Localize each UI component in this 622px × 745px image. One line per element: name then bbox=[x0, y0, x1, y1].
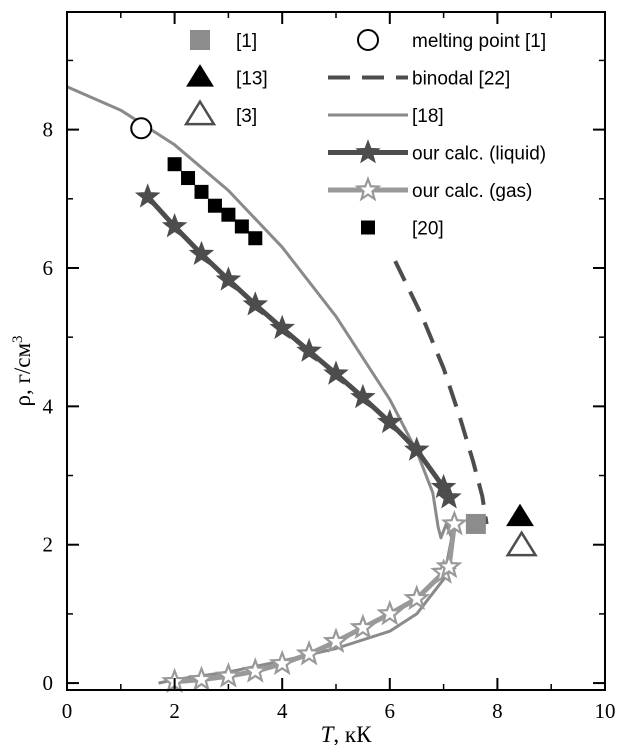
x-tick-label: 6 bbox=[385, 699, 396, 723]
data-point-our-calc-liquid-7 bbox=[323, 360, 349, 385]
data-point-our-calc-liquid-11 bbox=[430, 473, 457, 499]
x-tick-label: 4 bbox=[277, 699, 288, 723]
legend-label-binodal-22: binodal [22] bbox=[412, 69, 510, 90]
data-point-20-2 bbox=[194, 184, 209, 199]
data-point-our-calc-gas-11 bbox=[435, 552, 463, 579]
legend-label-melting-point-1: melting point [1] bbox=[412, 31, 546, 52]
x-tick-label: 8 bbox=[492, 699, 503, 723]
data-point-our-calc-gas-9 bbox=[403, 584, 431, 611]
data-point-our-calc-gas-5 bbox=[295, 639, 323, 666]
y-axis-superscript: 3 bbox=[10, 335, 26, 343]
x-tick-label: 10 bbox=[595, 699, 616, 723]
series-1 bbox=[465, 513, 486, 534]
legend-marker-melting-point-1 bbox=[357, 29, 379, 51]
data-point-20-5 bbox=[234, 219, 249, 234]
legend-label-20: [20] bbox=[412, 219, 444, 240]
data-point-20-6 bbox=[248, 231, 263, 246]
data-point-our-calc-gas-8 bbox=[376, 599, 404, 626]
legend-entry-18: [18] bbox=[328, 106, 444, 127]
x-tick-label: 2 bbox=[169, 699, 180, 723]
data-point-our-calc-gas-6 bbox=[322, 627, 350, 654]
data-point-3-0 bbox=[505, 530, 538, 557]
y-tick-label: 2 bbox=[43, 533, 54, 557]
y-axis-main: ρ, г/см bbox=[10, 343, 35, 407]
legend-marker-13 bbox=[186, 64, 214, 87]
plot-layer bbox=[66, 85, 538, 694]
data-point-our-calc-liquid-0 bbox=[134, 183, 161, 208]
data-point-our-calc-liquid-12 bbox=[436, 484, 462, 509]
legend-entry-3: [3] bbox=[183, 99, 257, 127]
legend-marker-our-calc-liquid bbox=[355, 139, 381, 164]
series-our-calc-liquid bbox=[134, 183, 462, 509]
legend-entry-melting-point-1: melting point [1] bbox=[357, 29, 546, 52]
x-axis-symbol: T bbox=[321, 722, 336, 745]
series-20 bbox=[167, 157, 263, 246]
y-tick-label: 8 bbox=[43, 118, 54, 142]
data-point-our-calc-gas-2 bbox=[214, 662, 242, 688]
legend-marker-20 bbox=[361, 220, 375, 235]
legend-marker-3 bbox=[183, 99, 217, 126]
data-point-20-3 bbox=[207, 198, 222, 213]
y-tick-label: 4 bbox=[43, 394, 54, 418]
legend-entry-our-calc-liquid: our calc. (liquid) bbox=[328, 139, 546, 165]
data-point-our-calc-liquid-10 bbox=[403, 436, 430, 461]
data-point-our-calc-liquid-6 bbox=[296, 337, 322, 362]
legend-label-18: [18] bbox=[412, 106, 444, 127]
axis-ticks: 0 2 4 6 8 10 0 2 4 6 8 bbox=[43, 12, 616, 723]
data-point-13-0 bbox=[506, 503, 534, 527]
y-axis-label: ρ, г/см3 bbox=[10, 335, 35, 406]
legend-entry-binodal-22: binodal [22] bbox=[328, 69, 510, 90]
legend-entry-1: [1] bbox=[190, 30, 257, 52]
x-axis-label: T, кК bbox=[321, 722, 372, 745]
data-point-20-1 bbox=[181, 171, 196, 186]
legend-marker-1 bbox=[190, 30, 210, 50]
data-point-our-calc-gas-1 bbox=[188, 665, 215, 692]
data-point-our-calc-liquid-2 bbox=[188, 240, 215, 266]
legend-entry-20: [20] bbox=[361, 219, 444, 240]
legend-entry-13: [13] bbox=[186, 64, 268, 90]
series-line-binodal-22 bbox=[393, 260, 489, 525]
data-point-our-calc-liquid-3 bbox=[215, 266, 242, 291]
data-point-our-calc-gas-3 bbox=[241, 657, 269, 683]
y-tick-label: 0 bbox=[43, 671, 54, 695]
data-point-our-calc-liquid-9 bbox=[377, 408, 403, 434]
legend: [1] melting point [1] [13] binodal [22] [3] [… bbox=[183, 29, 546, 240]
legend-entry-our-calc-gas: our calc. (gas) bbox=[328, 175, 532, 202]
series-3 bbox=[505, 530, 538, 557]
data-point-20-4 bbox=[221, 207, 236, 222]
series-13 bbox=[506, 503, 534, 527]
legend-label-our-calc-liquid: our calc. (liquid) bbox=[412, 144, 546, 165]
legend-label-3: [3] bbox=[236, 106, 257, 127]
legend-label-our-calc-gas: our calc. (gas) bbox=[412, 181, 532, 202]
data-point-our-calc-liquid-1 bbox=[161, 213, 188, 238]
series-our-calc-gas bbox=[161, 509, 468, 694]
data-point-our-calc-gas-7 bbox=[349, 613, 377, 640]
data-point-1-0 bbox=[465, 513, 486, 534]
data-point-our-calc-gas-4 bbox=[268, 649, 296, 676]
x-axis-unit: , кК bbox=[333, 722, 372, 745]
data-point-our-calc-liquid-5 bbox=[269, 314, 295, 340]
data-point-melting-point-1-0 bbox=[130, 117, 153, 140]
legend-label-1: [1] bbox=[236, 31, 257, 52]
data-point-our-calc-liquid-8 bbox=[350, 383, 376, 409]
data-point-our-calc-liquid-4 bbox=[242, 291, 269, 316]
data-point-our-calc-gas-12 bbox=[440, 509, 468, 536]
series-binodal-22 bbox=[393, 260, 489, 525]
series-melting-point-1 bbox=[130, 117, 153, 140]
y-tick-label: 6 bbox=[43, 256, 54, 280]
data-point-20-0 bbox=[167, 157, 182, 172]
legend-marker-our-calc-gas bbox=[354, 175, 382, 202]
legend-label-13: [13] bbox=[236, 69, 268, 90]
x-tick-label: 0 bbox=[62, 699, 73, 723]
